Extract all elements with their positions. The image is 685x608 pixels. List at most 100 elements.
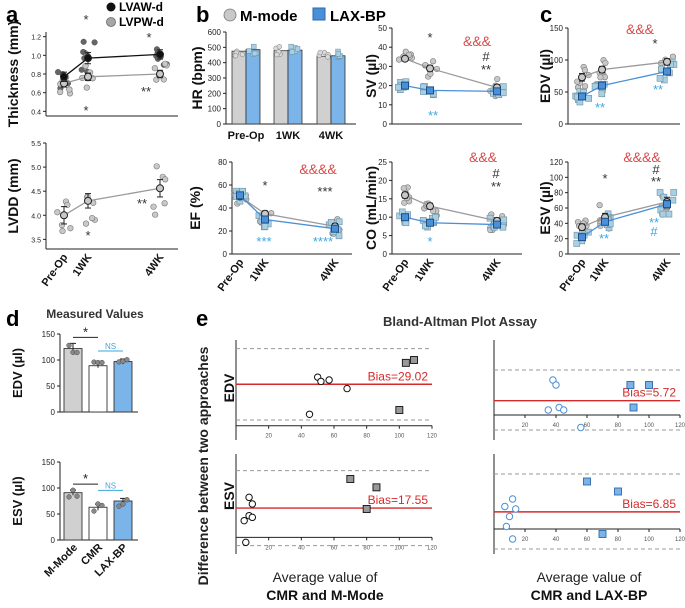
edv_measured-bar [113,361,133,413]
esv-y-label: ESV (µl) [537,181,553,234]
esv-x-label: 1WK [588,257,612,284]
lvdd-x-label: Pre-Op [40,252,71,289]
sv-ytick-label: 50 [378,24,387,33]
esv-ytick-label: 80 [554,189,563,198]
hr-point-laxbp [246,48,252,54]
hr-point-laxbp [335,51,342,57]
ba_edv_mmode-point-square [395,406,404,414]
ba_edv_lax-point-circle [577,423,585,432]
ba_esv_mmode-xtick-label: 40 [298,545,305,551]
esv-mean-marker [601,217,609,226]
hr-point-laxbp [251,43,257,50]
edv-mean-line-M-mode [581,61,668,78]
panel-label-b: b [196,2,209,27]
lvdd-point-LVDD [89,215,96,222]
co-mean-line-M-mode [404,194,498,222]
sv-ytick-label: 0 [383,120,388,129]
lvdd-point-LVDD [82,220,90,227]
hr-bar-laxbp [245,49,261,125]
edv-point-M-mode [669,53,677,60]
thickness-point-LVAW-d [80,38,87,45]
ef-point-LAX-BP [335,232,343,240]
edv_measured-point [66,342,72,349]
lvdd-annot: ** [137,196,147,211]
edv-point-LAX-BP [656,75,664,82]
measured-x-label: M-Mode [42,542,80,580]
edv_measured-point [99,359,105,366]
co-mean-marker [426,202,434,211]
hr-point-mmode [325,54,331,60]
edv-annot-blue: ** [595,100,605,115]
ba_edv_mmode-xtick-label: 120 [427,434,438,440]
sv-annot-gray: * [427,30,432,45]
ba_edv_mmode-xtick-label: 60 [331,434,338,440]
caption-lax-line2: CMR and LAX-BP [531,587,648,603]
lvdd-point-LVDD [161,200,168,207]
co-point-M-mode [400,185,407,192]
edv-ytick-label: 150 [550,24,564,33]
esv_measured-point [91,508,97,514]
ef-annot-blue: **** [313,234,333,249]
ba_esv_lax-xtick-label: 100 [644,537,655,543]
esv_measured-bar [63,492,83,541]
hr-point-mmode [317,49,323,56]
hr-axes: 0 100 200 300 400 500 600 HR (bpm) [189,28,356,129]
co-x-label: 1WK [413,257,437,284]
esv-annot-blue: ** [649,215,659,230]
esv_measured-point [116,503,122,509]
ba_edv_lax-point-square [645,381,653,389]
ef-ytick-label: 40 [218,204,227,213]
ba_edv_lax-xtick-label: 120 [675,423,685,429]
co-ytick-label: 10 [378,213,387,222]
ef-ytick-label: 60 [218,181,227,190]
ba_esv_lax-point-circle [501,502,509,511]
thickness-mean-marker [156,50,164,59]
ba_edv_lax-xtick-label: 40 [553,423,560,429]
ba_edv_mmode-point-square [410,356,418,364]
esv_measured-y-label: ESV (µl) [10,476,25,525]
sv-point-LAX-BP [395,83,402,91]
sv-annot-hash: # [482,49,490,64]
thickness-mean-line-LVAW-d [63,53,161,78]
thickness-ytick-label: 0.8 [31,72,41,79]
legend-mmode-marker [223,8,237,22]
ba_edv_mmode-xtick-label: 100 [394,434,405,440]
caption-lax-line1: Average value of [537,569,642,585]
edv-mean-marker [578,92,586,101]
edv-annot-blue: ** [653,82,663,97]
legend-laxbp-marker [312,7,326,21]
co-annot-blue: * [427,234,432,249]
esv-point-M-mode [596,202,603,209]
ef-ytick-label: 20 [218,227,227,236]
ba_esv_mmode-xtick-label: 120 [427,545,438,551]
caption-mmode-line1: Average value of [273,569,378,585]
edv-point-M-mode [602,59,609,67]
thickness-annot: * [146,30,151,45]
panel-label-e: e [196,306,208,331]
ba_esv_lax-bias-label: Bias=6.85 [622,497,676,511]
esv_measured-point [74,493,80,499]
panel-label-c: c [540,2,552,27]
co-ytick-label: 5 [383,232,388,241]
hr-y-label: HR (bpm) [189,47,205,110]
hr-point-laxbp [294,46,301,52]
ef-annot-blue: *** [256,234,271,249]
esv-ytick-label: 60 [554,204,563,213]
lvdd-point-LVDD [150,203,157,210]
co-mean-marker [401,213,409,222]
edv-mean-marker [578,73,586,82]
esv-mean-marker [663,200,671,209]
esv-point-LAX-BP [670,189,678,196]
lvdd-point-LVDD [162,176,169,183]
thickness-point-LVAW-d [80,48,87,55]
lvdd-axes: 3.5 4.0 4.5 5.0 5.5 LVDD (mm) [5,141,178,250]
ba_edv_lax-point-circle [552,381,560,389]
ba_edv_lax-point-circle [560,406,568,414]
hr-x-label: 4WK [319,130,344,142]
hr-bar-laxbp [330,55,346,125]
hr-ytick-label: 0 [217,120,222,129]
lvdd-mean-marker [156,184,164,193]
ba_edv_mmode-xtick-label: 40 [298,434,305,440]
lvdd-ytick-label: 3.5 [31,237,41,244]
